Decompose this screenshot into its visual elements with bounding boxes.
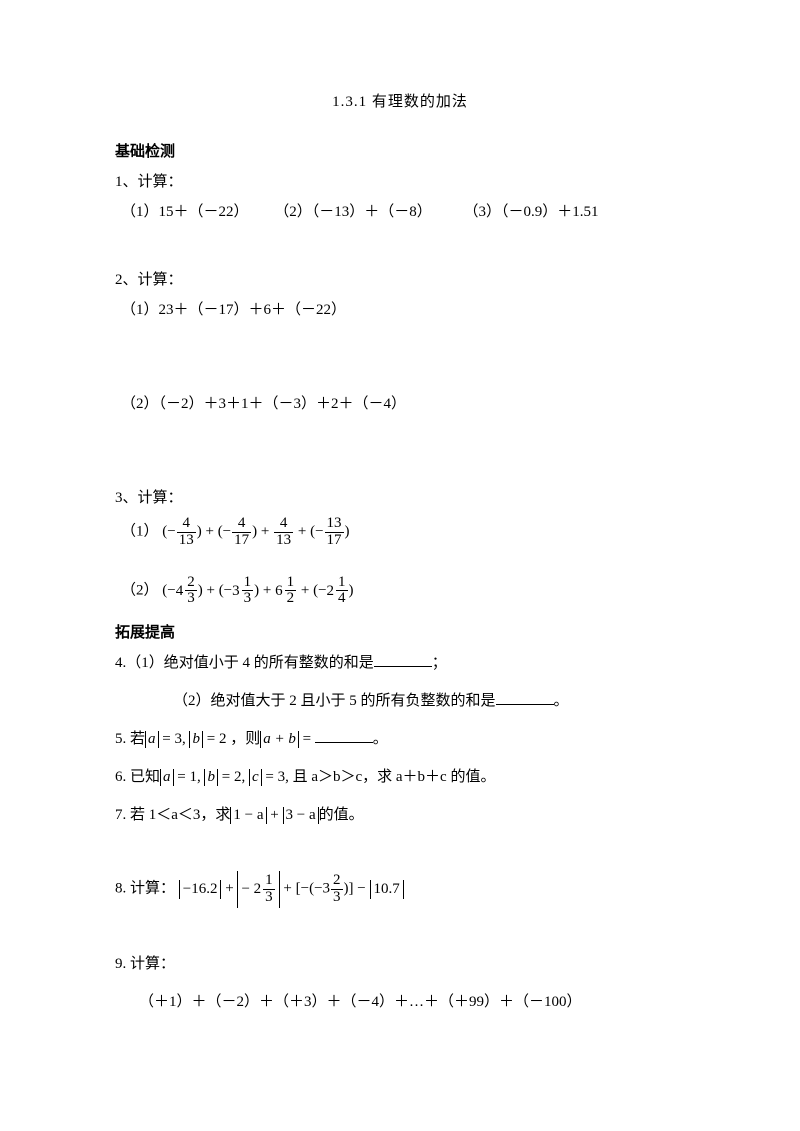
section-basic: 基础检测 (115, 140, 685, 164)
q9-stem: 9. 计算： (115, 952, 685, 976)
q3-p1-label: （1） (121, 524, 159, 540)
q2-stem: 2、计算： (115, 268, 685, 292)
q5-blank[interactable] (315, 727, 373, 743)
q6: 6. 已知a = 1, b = 2, c = 3, 且 a＞b＞c，求 a＋b＋… (115, 765, 685, 789)
q4-p2: （2）绝对值大于 2 且小于 5 的所有负整数的和是。 (115, 689, 685, 713)
page-root: 1.3.1 有理数的加法 基础检测 1、计算： （1）15＋（－22） （2）（… (0, 0, 800, 1080)
q1-p2: （2）（－13）＋（－8） (274, 204, 432, 220)
q9-body: （＋1）＋（－2）＋（＋3）＋（－4）＋…＋（＋99）＋（－100） (115, 990, 685, 1014)
q1-p1: （1）15＋（－22） (121, 204, 249, 220)
q4-blank2[interactable] (496, 689, 554, 705)
q8: 8. 计算： −16.2 + − 213 + [−(−323)] − 10.7 (115, 871, 685, 908)
q3-stem: 3、计算： (115, 486, 685, 510)
q1-parts: （1）15＋（－22） （2）（－13）＋（－8） （3）（－0.9）＋1.51 (115, 200, 685, 224)
q5: 5. 若a = 3, b = 2 ，则a + b = 。 (115, 727, 685, 751)
doc-title: 1.3.1 有理数的加法 (115, 90, 685, 114)
q1-p3: （3）（－0.9）＋1.51 (464, 204, 599, 220)
q1-stem: 1、计算： (115, 170, 685, 194)
q3-p1: （1） (−413) + (−417) + 413 + (−1317) (115, 516, 685, 549)
q4-p1: 4.（1）绝对值小于 4 的所有整数的和是； (115, 651, 685, 675)
q3-p2-label: （2） (121, 582, 159, 598)
section-ext: 拓展提高 (115, 621, 685, 645)
q3-p2: （2） (−423) + (−313) + 612 + (−214) (115, 575, 685, 608)
q7: 7. 若 1＜a＜3，求1 − a + 3 − a的值。 (115, 803, 685, 827)
q2-p1: （1）23＋（－17）＋6＋（－22） (115, 298, 685, 322)
q2-p2: （2）（－2）＋3＋1＋（－3）＋2＋（－4） (115, 392, 685, 416)
q4-blank1[interactable] (374, 651, 432, 667)
